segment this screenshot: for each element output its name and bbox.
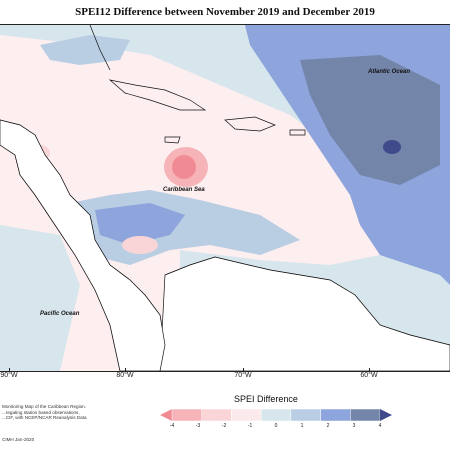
credits-line-2: ...regating station based observations,	[2, 409, 80, 415]
cuba-outline	[108, 79, 207, 111]
pacific-light-blue	[0, 225, 80, 371]
legend-swatch	[201, 409, 232, 421]
lon-label-70: 70°W	[234, 372, 252, 379]
lon-label-80: 80°W	[116, 372, 134, 379]
legend-swatch	[290, 409, 321, 421]
caribbean-dark-patch	[95, 203, 185, 245]
label-atlantic: Atlantic Ocean	[367, 69, 410, 75]
pink-patch-south	[122, 236, 158, 254]
gulf-blue-patch	[40, 35, 130, 65]
legend-tick-label: 1	[300, 423, 304, 429]
map-area: Atlantic Ocean Caribbean Sea Pacific Oce…	[0, 24, 450, 372]
pink-anomaly-core	[172, 155, 196, 179]
footer-text: CIMH Jan-2020	[2, 437, 35, 442]
credits-line-3: ...CIF, with NCEP/NCAR Reanalysis Data	[2, 415, 87, 421]
legend-tick-label: 3	[352, 423, 356, 429]
atlantic-dark-region	[300, 55, 440, 185]
legend-tick-label: -3	[195, 423, 201, 429]
legend-swatch-high	[380, 409, 392, 421]
central-america-land	[0, 119, 166, 371]
spei-map: Atlantic Ocean Caribbean Sea Pacific Oce…	[0, 25, 450, 371]
puerto-rico-outline	[289, 129, 306, 136]
legend-title: SPEI Difference	[234, 394, 298, 404]
legend-swatch	[231, 409, 262, 421]
map-title: SPEI12 Difference between November 2019 …	[75, 6, 375, 18]
lon-tick-90	[9, 368, 10, 372]
legend-tick-label: 4	[378, 423, 382, 429]
lon-tick-80	[125, 368, 126, 372]
label-caribbean: Caribbean Sea	[163, 187, 205, 193]
jamaica-outline	[164, 136, 181, 144]
legend-swatch	[260, 409, 292, 421]
legend-swatch	[171, 409, 202, 421]
label-pacific: Pacific Ocean	[40, 311, 80, 317]
legend-swatch	[350, 409, 381, 421]
legend-swatch	[320, 409, 351, 421]
legend-tick-label: -2	[221, 423, 227, 429]
lon-tick-70	[243, 368, 244, 372]
lon-tick-60	[369, 368, 370, 372]
hispaniola-outline	[224, 116, 276, 132]
credits-block: Monitoring Map of the Caribbean Region. …	[2, 404, 122, 421]
legend-tick-label: -1	[247, 423, 253, 429]
lon-label-90: 90°W	[0, 372, 18, 379]
legend-colorbar	[160, 409, 392, 421]
south-america-land	[159, 256, 450, 371]
legend-tick-label: 0	[274, 423, 278, 429]
legend-tick-label: -4	[169, 423, 175, 429]
legend-tick-label: 2	[326, 423, 330, 429]
legend-swatch-low	[160, 409, 172, 421]
atlantic-core	[383, 140, 401, 154]
florida-outline	[89, 25, 111, 71]
credits-line-1: Monitoring Map of the Caribbean Region.	[2, 404, 87, 409]
lon-label-60: 60°W	[360, 372, 378, 379]
